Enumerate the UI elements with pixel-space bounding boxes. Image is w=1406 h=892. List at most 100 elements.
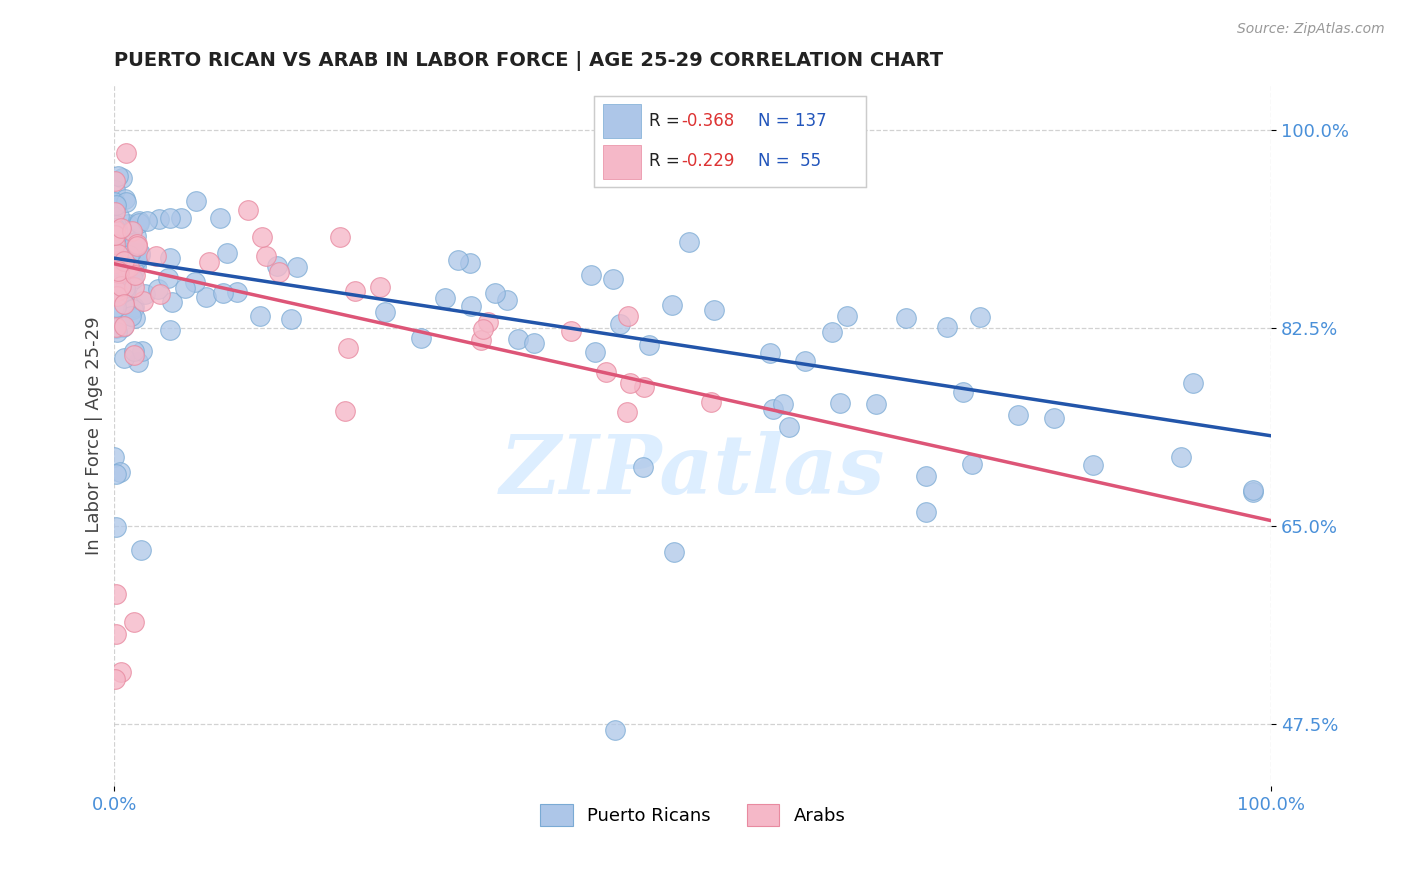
Point — [254, 249, 277, 263]
Point — [112, 319, 135, 334]
Point — [103, 261, 125, 276]
Point — [104, 227, 127, 241]
Point — [894, 311, 917, 326]
Point — [105, 235, 128, 250]
Point — [103, 271, 125, 285]
Point — [343, 284, 366, 298]
Point — [616, 310, 638, 324]
Point — [105, 320, 128, 334]
Point — [484, 286, 506, 301]
Point — [287, 260, 309, 274]
Point — [103, 227, 125, 242]
Point — [758, 346, 780, 360]
Point — [105, 289, 128, 303]
Point — [110, 221, 132, 235]
Point — [433, 292, 456, 306]
Point — [471, 322, 494, 336]
Point — [115, 145, 138, 160]
Point — [772, 397, 794, 411]
Point — [112, 253, 135, 268]
Point — [105, 252, 128, 267]
Point — [616, 405, 638, 419]
Point — [700, 395, 723, 409]
Point — [458, 256, 481, 270]
Point — [125, 259, 148, 273]
Point — [120, 309, 142, 323]
Point — [124, 255, 146, 269]
Point — [114, 260, 136, 275]
Point — [105, 257, 128, 271]
Point — [914, 505, 936, 519]
Point — [960, 458, 983, 472]
Point — [368, 280, 391, 294]
Point — [662, 545, 685, 559]
Point — [122, 302, 145, 317]
Point — [121, 270, 143, 285]
Point — [159, 252, 181, 266]
Point — [280, 311, 302, 326]
Point — [146, 282, 169, 296]
Point — [124, 264, 146, 278]
Point — [104, 173, 127, 187]
Point — [236, 202, 259, 217]
Point — [477, 315, 499, 329]
Point — [1043, 411, 1066, 425]
Point — [865, 397, 887, 411]
Point — [936, 319, 959, 334]
Point — [250, 230, 273, 244]
Point — [105, 278, 128, 293]
Point — [160, 295, 183, 310]
Point — [1241, 483, 1264, 498]
Point — [170, 211, 193, 226]
Point — [506, 332, 529, 346]
Point — [117, 217, 139, 231]
Point — [105, 257, 128, 271]
Point — [149, 286, 172, 301]
Point — [111, 171, 134, 186]
Text: Source: ZipAtlas.com: Source: ZipAtlas.com — [1237, 22, 1385, 37]
Point — [602, 272, 624, 286]
Point — [125, 236, 148, 251]
Point — [103, 252, 125, 267]
Point — [105, 253, 128, 268]
Point — [134, 286, 156, 301]
Point — [174, 280, 197, 294]
Point — [470, 333, 492, 347]
Point — [105, 230, 128, 244]
Point — [120, 244, 142, 259]
Point — [110, 665, 132, 680]
Point — [104, 231, 127, 245]
Point — [1170, 450, 1192, 464]
Point — [211, 286, 233, 301]
Point — [778, 420, 800, 434]
Point — [103, 195, 125, 210]
Point — [104, 301, 127, 315]
Point — [249, 309, 271, 323]
Point — [111, 250, 134, 264]
Point — [969, 310, 991, 325]
Point — [105, 326, 128, 340]
Point — [104, 205, 127, 219]
Point — [122, 272, 145, 286]
Point — [579, 268, 602, 282]
Point — [1181, 376, 1204, 390]
Point — [125, 239, 148, 253]
Point — [1007, 409, 1029, 423]
Point — [112, 319, 135, 334]
Point — [110, 466, 132, 480]
Point — [107, 169, 129, 184]
Point — [835, 309, 858, 323]
Point — [118, 260, 141, 274]
Point — [619, 376, 641, 390]
Point — [104, 221, 127, 235]
Point — [104, 249, 127, 263]
Point — [104, 222, 127, 236]
Point — [110, 278, 132, 293]
Point — [104, 673, 127, 687]
Point — [329, 229, 352, 244]
Point — [266, 259, 288, 273]
Point — [821, 326, 844, 340]
Point — [678, 235, 700, 250]
Point — [135, 214, 157, 228]
Point — [124, 300, 146, 314]
